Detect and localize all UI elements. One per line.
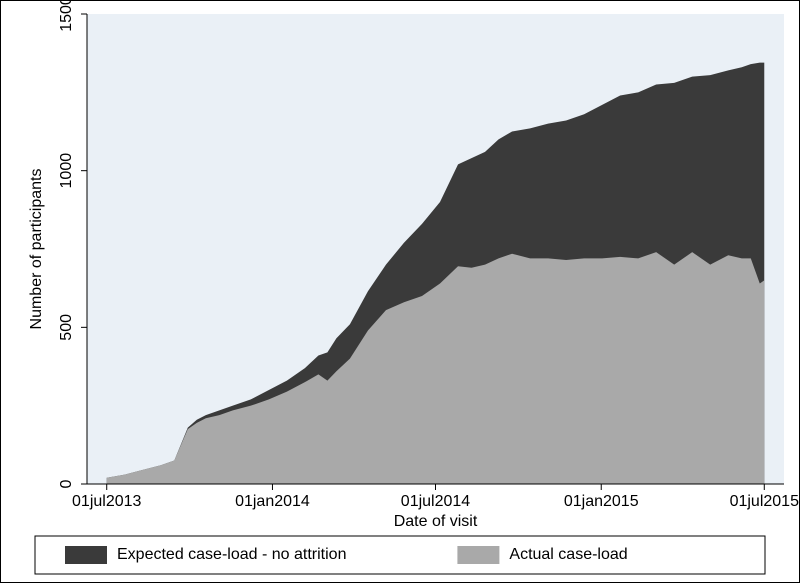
x-axis-label: Date of visit: [394, 513, 478, 530]
x-tick-label: 01jul2015: [730, 493, 800, 510]
y-axis-label: Number of participants: [28, 169, 45, 330]
x-tick-label: 01jul2013: [72, 493, 142, 510]
chart-container: 0 500 1000 1500 Number of participants 01jul2…: [0, 0, 800, 583]
legend-label-0: Expected case-load - no attrition: [117, 546, 346, 563]
legend-swatch-1: [457, 546, 499, 564]
x-tick-label: 01jul2014: [401, 493, 471, 510]
legend-label-1: Actual case-load: [509, 546, 627, 563]
y-tick-label: 500: [58, 314, 75, 341]
legend-swatch-0: [65, 546, 107, 564]
x-tick-label: 01jan2015: [564, 493, 639, 510]
x-tick-label: 01jan2014: [235, 493, 310, 510]
y-tick-label: 1000: [58, 153, 75, 189]
y-tick-label: 0: [58, 479, 75, 488]
y-tick-label: 1500: [58, 0, 75, 32]
